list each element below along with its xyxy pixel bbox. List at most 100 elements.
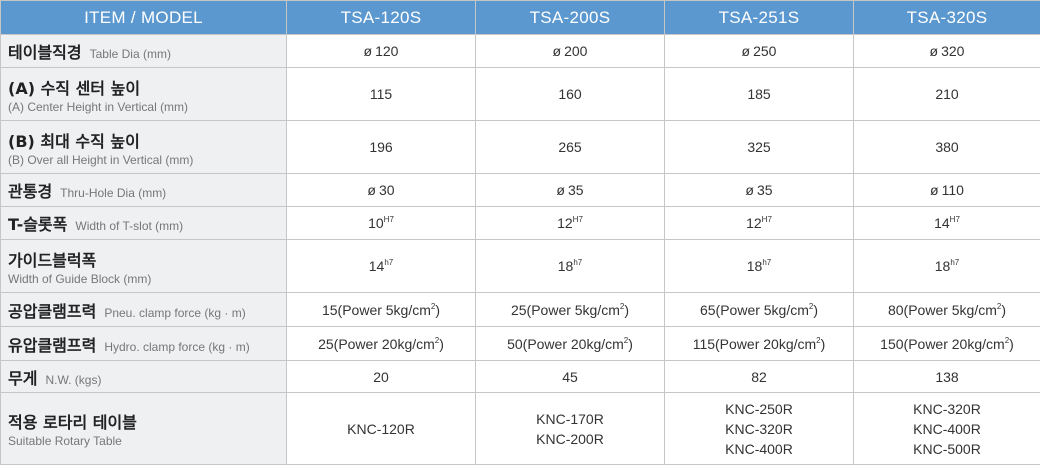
cell-value: 25(Power 20kg/cm [318,335,435,352]
tolerance-sup: H7 [949,215,960,224]
table-cell: 12H7 [664,206,854,240]
cell-value: 150(Power 20kg/cm [880,335,1005,352]
rotary-model: KNC-320R [913,400,981,417]
table-cell: 115 [286,67,476,121]
table-cell: 45 [475,360,665,393]
unit-sup: 2 [808,301,814,311]
header-row: ITEM / MODEL TSA-120S TSA-200S TSA-251S … [0,0,1040,35]
cell-value: 250 [753,43,777,59]
row-label-ko: T-슬롯폭 [8,215,68,234]
row-label-suitable-rotary: 적용 로타리 테이블 Suitable Rotary Table [0,392,287,465]
unit-sup: 2 [619,301,625,311]
tolerance-sup: h7 [950,258,960,267]
unit-sup: 2 [1004,335,1010,345]
row-label-thru-hole: 관통경 Thru-Hole Dia (mm) [0,173,287,207]
cell-value: 80(Power 5kg/cm [887,301,997,318]
row-label-ko: 공압클램프력 [8,301,97,321]
row-label-en: (B) Over all Height in Vertical (mm) [8,152,194,167]
table-cell: 18h7 [664,239,854,293]
table-cell: ø 35 [664,173,854,207]
row-label-en: Hydro. clamp force (kg · m) [104,339,250,354]
table-cell: 160 [475,67,665,121]
tolerance-sup: H7 [761,215,772,224]
table-cell: 25(Power 20kg/cm2) [286,326,476,361]
table-cell: 210 [853,67,1040,121]
tolerance-sup: H7 [572,215,583,224]
header-model-tsa-120s: TSA-120S [286,0,476,35]
table-row: (B) 최대 수직 높이 (B) Over all Height in Verti… [0,120,1040,174]
unit-sup: 2 [434,335,440,345]
table-cell: 380 [853,120,1040,174]
rotary-model: KNC-500R [913,440,981,457]
table-cell: 65(Power 5kg/cm2) [664,292,854,327]
table-cell: 14h7 [286,239,476,293]
diameter-symbol: ø [552,43,562,59]
row-label-en: N.W. (kgs) [45,372,102,387]
cell-value: 50(Power 20kg/cm [507,335,624,352]
tolerance-sup: H7 [383,215,394,224]
cell-value: 12 [557,215,573,231]
table-cell: KNC-120R [286,392,476,465]
cell-value: 12 [746,215,762,231]
table-cell: 82 [664,360,854,393]
table-cell: 150(Power 20kg/cm2) [853,326,1040,361]
row-label-overall-height: (B) 최대 수직 높이 (B) Over all Height in Verti… [0,120,287,174]
cell-value: 14 [934,215,950,231]
table-cell: KNC-250R KNC-320R KNC-400R [664,392,854,465]
row-label-en: Table Dia (mm) [89,47,171,61]
row-label-t-slot: T-슬롯폭 Width of T-slot (mm) [0,206,287,240]
table-cell: 10H7 [286,206,476,240]
row-label-en: Pneu. clamp force (kg · m) [104,305,246,320]
table-cell: 196 [286,120,476,174]
cell-value: 18 [557,258,574,274]
tolerance-sup: h7 [573,258,583,267]
cell-value-tail: ) [624,301,630,318]
tolerance-sup: h7 [762,258,772,267]
table-cell: ø 250 [664,34,854,68]
row-label-weight: 무게 N.W. (kgs) [0,360,287,393]
row-label-ko: 가이드블럭폭 [8,250,97,270]
cell-value: 120 [375,43,399,59]
cell-value-tail: ) [1009,335,1014,352]
table-row: 공압클램프력 Pneu. clamp force (kg · m) 15(Powe… [0,292,1040,327]
table-row: 유압클램프력 Hydro. clamp force (kg · m) 25(Pow… [0,326,1040,361]
row-label-ko: 적용 로타리 테이블 [8,413,137,432]
row-label-en: Suitable Rotary Table [8,434,122,448]
table-cell: 115(Power 20kg/cm2) [664,326,854,361]
table-cell: KNC-170R KNC-200R [475,392,665,465]
table-cell: ø 200 [475,34,665,68]
rotary-model: KNC-400R [913,420,981,437]
tolerance-sup: h7 [384,258,394,267]
cell-value: 110 [941,182,964,198]
cell-value: 320 [941,43,965,59]
table-row: 관통경 Thru-Hole Dia (mm) ø 30 ø 35 ø 35 ø 110 [0,173,1040,207]
cell-value: 200 [564,43,588,59]
diameter-symbol: ø [556,182,565,198]
row-label-en: Thru-Hole Dia (mm) [60,186,167,200]
table-row: 무게 N.W. (kgs) 20 45 82 138 [0,360,1040,393]
row-label-ko: 유압클램프력 [8,335,97,355]
row-label-en: (A) Center Height in Vertical (mm) [8,99,189,114]
table-cell: 18h7 [475,239,665,293]
rotary-model: KNC-200R [536,430,604,447]
header-model-tsa-320s: TSA-320S [853,0,1040,35]
table-cell: 50(Power 20kg/cm2) [475,326,665,361]
table-cell: 20 [286,360,476,393]
unit-sup: 2 [623,335,629,345]
cell-value: 14 [368,258,385,274]
unit-sup: 2 [430,301,436,311]
row-label-ko: 테이블직경 [8,43,82,62]
cell-value: 35 [567,182,584,198]
rotary-model: KNC-320R [725,420,793,437]
row-label-table-dia: 테이블직경 Table Dia (mm) [0,34,287,68]
diameter-symbol: ø [741,43,751,59]
cell-value: 18 [746,258,763,274]
cell-value-tail: ) [628,335,633,352]
table-cell: 80(Power 5kg/cm2) [853,292,1040,327]
row-label-ko: (B) 최대 수직 높이 [8,131,140,151]
cell-value-tail: ) [813,301,819,318]
table-row: 가이드블럭폭 Width of Guide Block (mm) 14h7 18h… [0,239,1040,293]
table-cell: 185 [664,67,854,121]
cell-value: 30 [378,182,395,198]
